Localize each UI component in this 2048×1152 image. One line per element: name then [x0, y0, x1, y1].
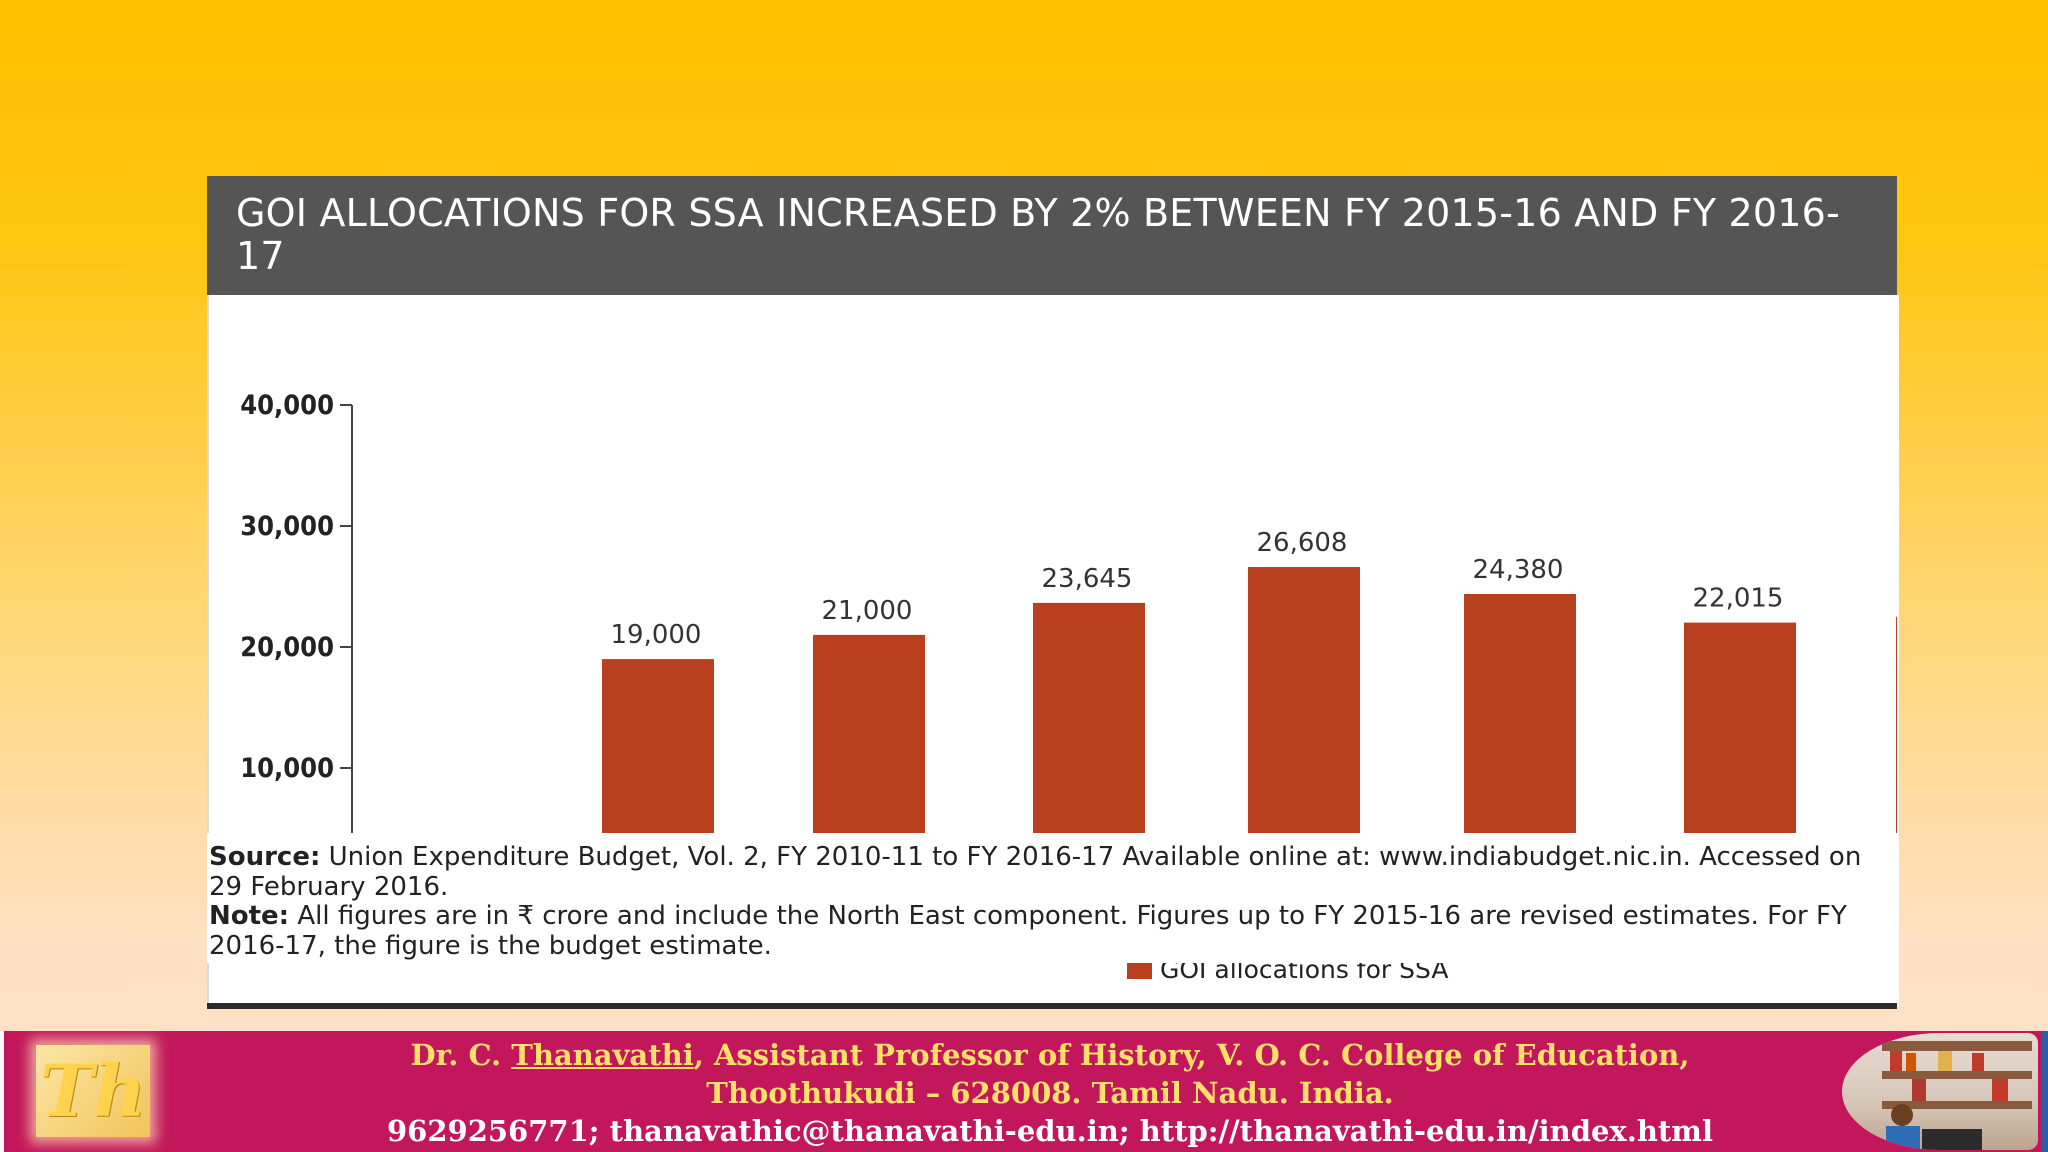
source-text: Union Expenditure Budget, Vol. 2, FY 201…	[209, 842, 1862, 902]
y-tick-label: 20,000	[240, 632, 334, 663]
presenter-photo	[1842, 1033, 2038, 1150]
logo-text: Th	[40, 1048, 146, 1133]
author-prefix: Dr. C.	[410, 1038, 512, 1072]
bar-value-label: 23,645	[1042, 564, 1133, 594]
source-label: Source:	[209, 842, 321, 872]
bar-value-label: 19,000	[611, 620, 702, 650]
footer-credits: Dr. C. Thanavathi, Assistant Professor o…	[160, 1036, 1940, 1150]
chart-divider	[207, 1003, 1897, 1009]
note-label: Note:	[209, 901, 290, 931]
footer-banner	[0, 1031, 2048, 1152]
y-tick-label: 40,000	[240, 390, 334, 421]
chart-notes: Source: Union Expenditure Budget, Vol. 2…	[207, 833, 1897, 963]
footer-contacts: 9629256771; thanavathic@thanavathi-edu.i…	[386, 1114, 1713, 1148]
bar-value-label: 24,380	[1473, 555, 1564, 585]
chart-title: GOI ALLOCATIONS FOR SSA INCREASED BY 2% …	[207, 176, 1897, 295]
bar	[1896, 616, 1897, 889]
note-text: All figures are in ₹ crore and include t…	[209, 901, 1847, 961]
source-line: Source: Union Expenditure Budget, Vol. 2…	[209, 842, 1897, 902]
bar-value-label: 26,608	[1257, 528, 1348, 558]
logo: Th	[36, 1045, 150, 1137]
y-tick-label: 30,000	[240, 511, 334, 542]
footer-edge-left	[0, 1031, 4, 1152]
author-name: Thanavathi	[511, 1038, 694, 1072]
footer-edge-right	[2042, 1031, 2048, 1152]
affiliation: , Assistant Professor of History, V. O. …	[693, 1038, 1690, 1072]
y-tick-label: 10,000	[240, 753, 334, 784]
footer-line-1: Dr. C. Thanavathi, Assistant Professor o…	[160, 1036, 1940, 1074]
bar-value-label: 21,000	[822, 596, 913, 626]
note-line: Note: All figures are in ₹ crore and inc…	[209, 901, 1897, 961]
bar-value-label: 22,015	[1693, 584, 1784, 614]
footer-line-2: Thoothukudi – 628008. Tamil Nadu. India.	[706, 1076, 1394, 1110]
